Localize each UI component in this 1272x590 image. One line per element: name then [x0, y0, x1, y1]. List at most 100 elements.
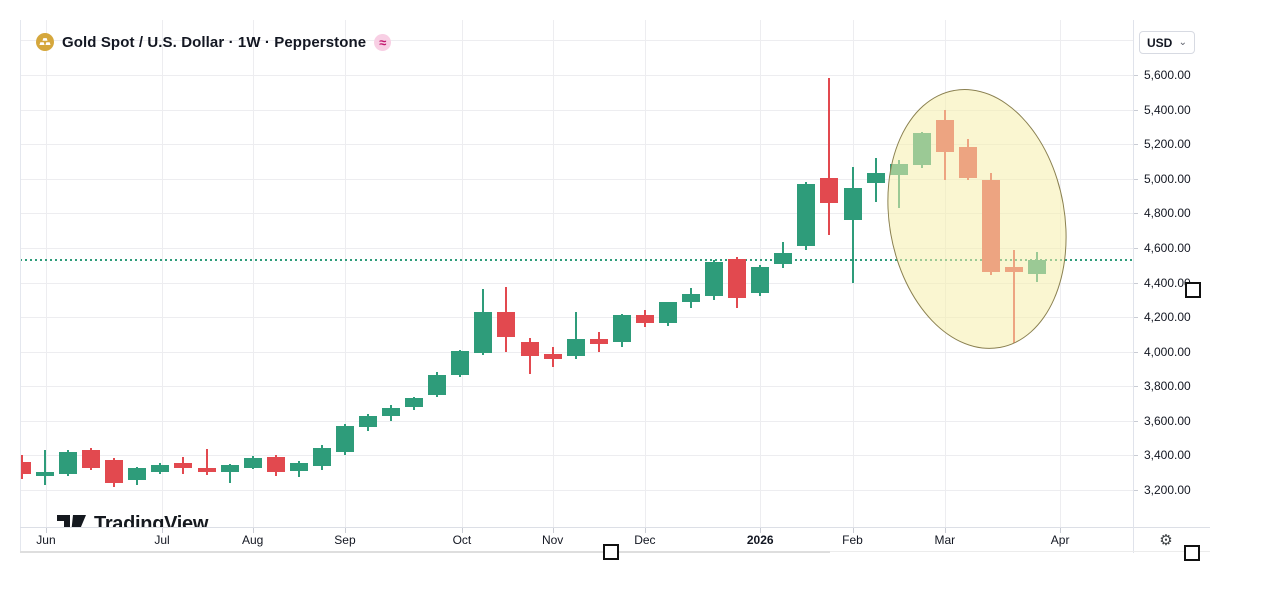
hgrid-line — [20, 455, 1133, 457]
selection-handle-bottom-center[interactable] — [603, 544, 619, 560]
candle — [243, 20, 262, 527]
candle-body — [312, 447, 331, 466]
vgrid-line — [552, 20, 554, 527]
candle-body — [382, 407, 401, 416]
axis-settings-gear-icon[interactable]: ⚙ — [1159, 532, 1173, 549]
currency-dropdown[interactable]: USD ⌄ — [1139, 31, 1195, 54]
time-label: Aug — [242, 533, 264, 547]
candle-body — [128, 467, 147, 480]
candle-wick — [574, 311, 577, 360]
candle-body — [866, 172, 885, 184]
price-label: 4,200.00 — [1144, 310, 1191, 325]
time-tick — [1060, 528, 1062, 533]
price-axis[interactable]: 5,600.00 5,400.00 5,200.00 5,000.00 4,800.00… — [1133, 20, 1254, 527]
time-label: Nov — [541, 533, 564, 547]
time-label: Jun — [36, 533, 56, 547]
candle-body — [197, 467, 216, 472]
time-tick — [760, 528, 762, 533]
time-axis[interactable]: Jun Jul Aug Sep Oct Nov Dec 2026 Feb Mar Apr — [20, 527, 1210, 554]
selection-handle-bottom-right[interactable] — [1184, 545, 1200, 561]
candle — [497, 20, 516, 527]
candle — [843, 20, 862, 527]
candle-body — [451, 350, 470, 375]
hgrid-line — [20, 490, 1133, 491]
candle-body — [520, 342, 539, 356]
chart-pane[interactable]: TradingView — [20, 20, 1133, 527]
pane-left-border — [20, 20, 21, 553]
candle — [20, 20, 31, 527]
candle — [428, 20, 447, 527]
time-label: 2026 — [746, 533, 774, 547]
candle — [474, 20, 493, 527]
time-tick — [344, 528, 346, 533]
candle — [220, 20, 239, 527]
hgrid-line — [20, 386, 1133, 388]
axis-corner-divider — [1133, 527, 1134, 553]
candle-body — [797, 183, 816, 247]
price-tick — [1134, 75, 1138, 76]
hgrid-line — [20, 75, 1133, 76]
candle-body — [497, 311, 516, 337]
price-label: 3,800.00 — [1144, 379, 1191, 394]
price-tick — [1134, 178, 1138, 180]
candle-body — [589, 338, 608, 344]
price-tick — [1134, 213, 1138, 215]
time-label: Jul — [154, 533, 170, 547]
candle — [128, 20, 147, 527]
candle — [197, 20, 216, 527]
tradingview-logo-text: TradingView — [94, 513, 209, 527]
candle — [635, 20, 654, 527]
candle-body — [359, 415, 378, 427]
time-tick — [944, 528, 946, 533]
symbol-header: Gold Spot / U.S. Dollar · 1W · Peppersto… — [36, 33, 392, 51]
vgrid-line — [162, 20, 164, 527]
price-label: 4,000.00 — [1144, 344, 1191, 359]
time-tick — [162, 528, 164, 533]
price-label: 4,400.00 — [1144, 275, 1191, 290]
candle — [359, 20, 378, 527]
price-tick — [1134, 144, 1138, 146]
time-label: Sep — [334, 533, 356, 547]
price-label: 5,000.00 — [1144, 171, 1191, 186]
candle-body — [658, 302, 677, 324]
candle-body — [405, 398, 424, 407]
selection-handle-right[interactable] — [1185, 282, 1201, 298]
hgrid-line — [20, 247, 1133, 249]
candle — [151, 20, 170, 527]
candle-wick — [851, 166, 854, 284]
tradingview-logo[interactable]: TradingView — [57, 513, 208, 527]
candle-body — [105, 459, 124, 484]
candle — [543, 20, 562, 527]
candle-body — [220, 464, 239, 472]
candle-body — [243, 458, 262, 468]
delayed-data-badge[interactable]: ≈ — [374, 33, 392, 51]
vgrid-line — [252, 20, 254, 527]
hgrid-line — [20, 420, 1133, 422]
hgrid-line — [20, 109, 1133, 111]
candle — [59, 20, 78, 527]
gold-bars-icon — [36, 33, 54, 51]
symbol-title[interactable]: Gold Spot / U.S. Dollar · 1W · Peppersto… — [62, 33, 367, 51]
candle-body — [843, 188, 862, 221]
candle-wick — [528, 337, 531, 375]
candle — [612, 20, 631, 527]
time-label: Mar — [934, 533, 956, 547]
candle-body — [151, 464, 170, 472]
candle — [266, 20, 285, 527]
price-tick — [1134, 282, 1138, 284]
candle — [312, 20, 331, 527]
time-tick — [252, 528, 254, 533]
candle — [705, 20, 724, 527]
candle — [451, 20, 470, 527]
vgrid-line — [644, 20, 646, 527]
price-label: 3,600.00 — [1144, 413, 1191, 428]
grid-layer — [20, 20, 1133, 527]
candle-body — [682, 293, 701, 303]
candle — [405, 20, 424, 527]
candle — [658, 20, 677, 527]
price-tick — [1134, 351, 1138, 353]
hgrid-line — [20, 144, 1133, 146]
candle-body — [612, 315, 631, 343]
price-label: 5,200.00 — [1144, 137, 1191, 152]
